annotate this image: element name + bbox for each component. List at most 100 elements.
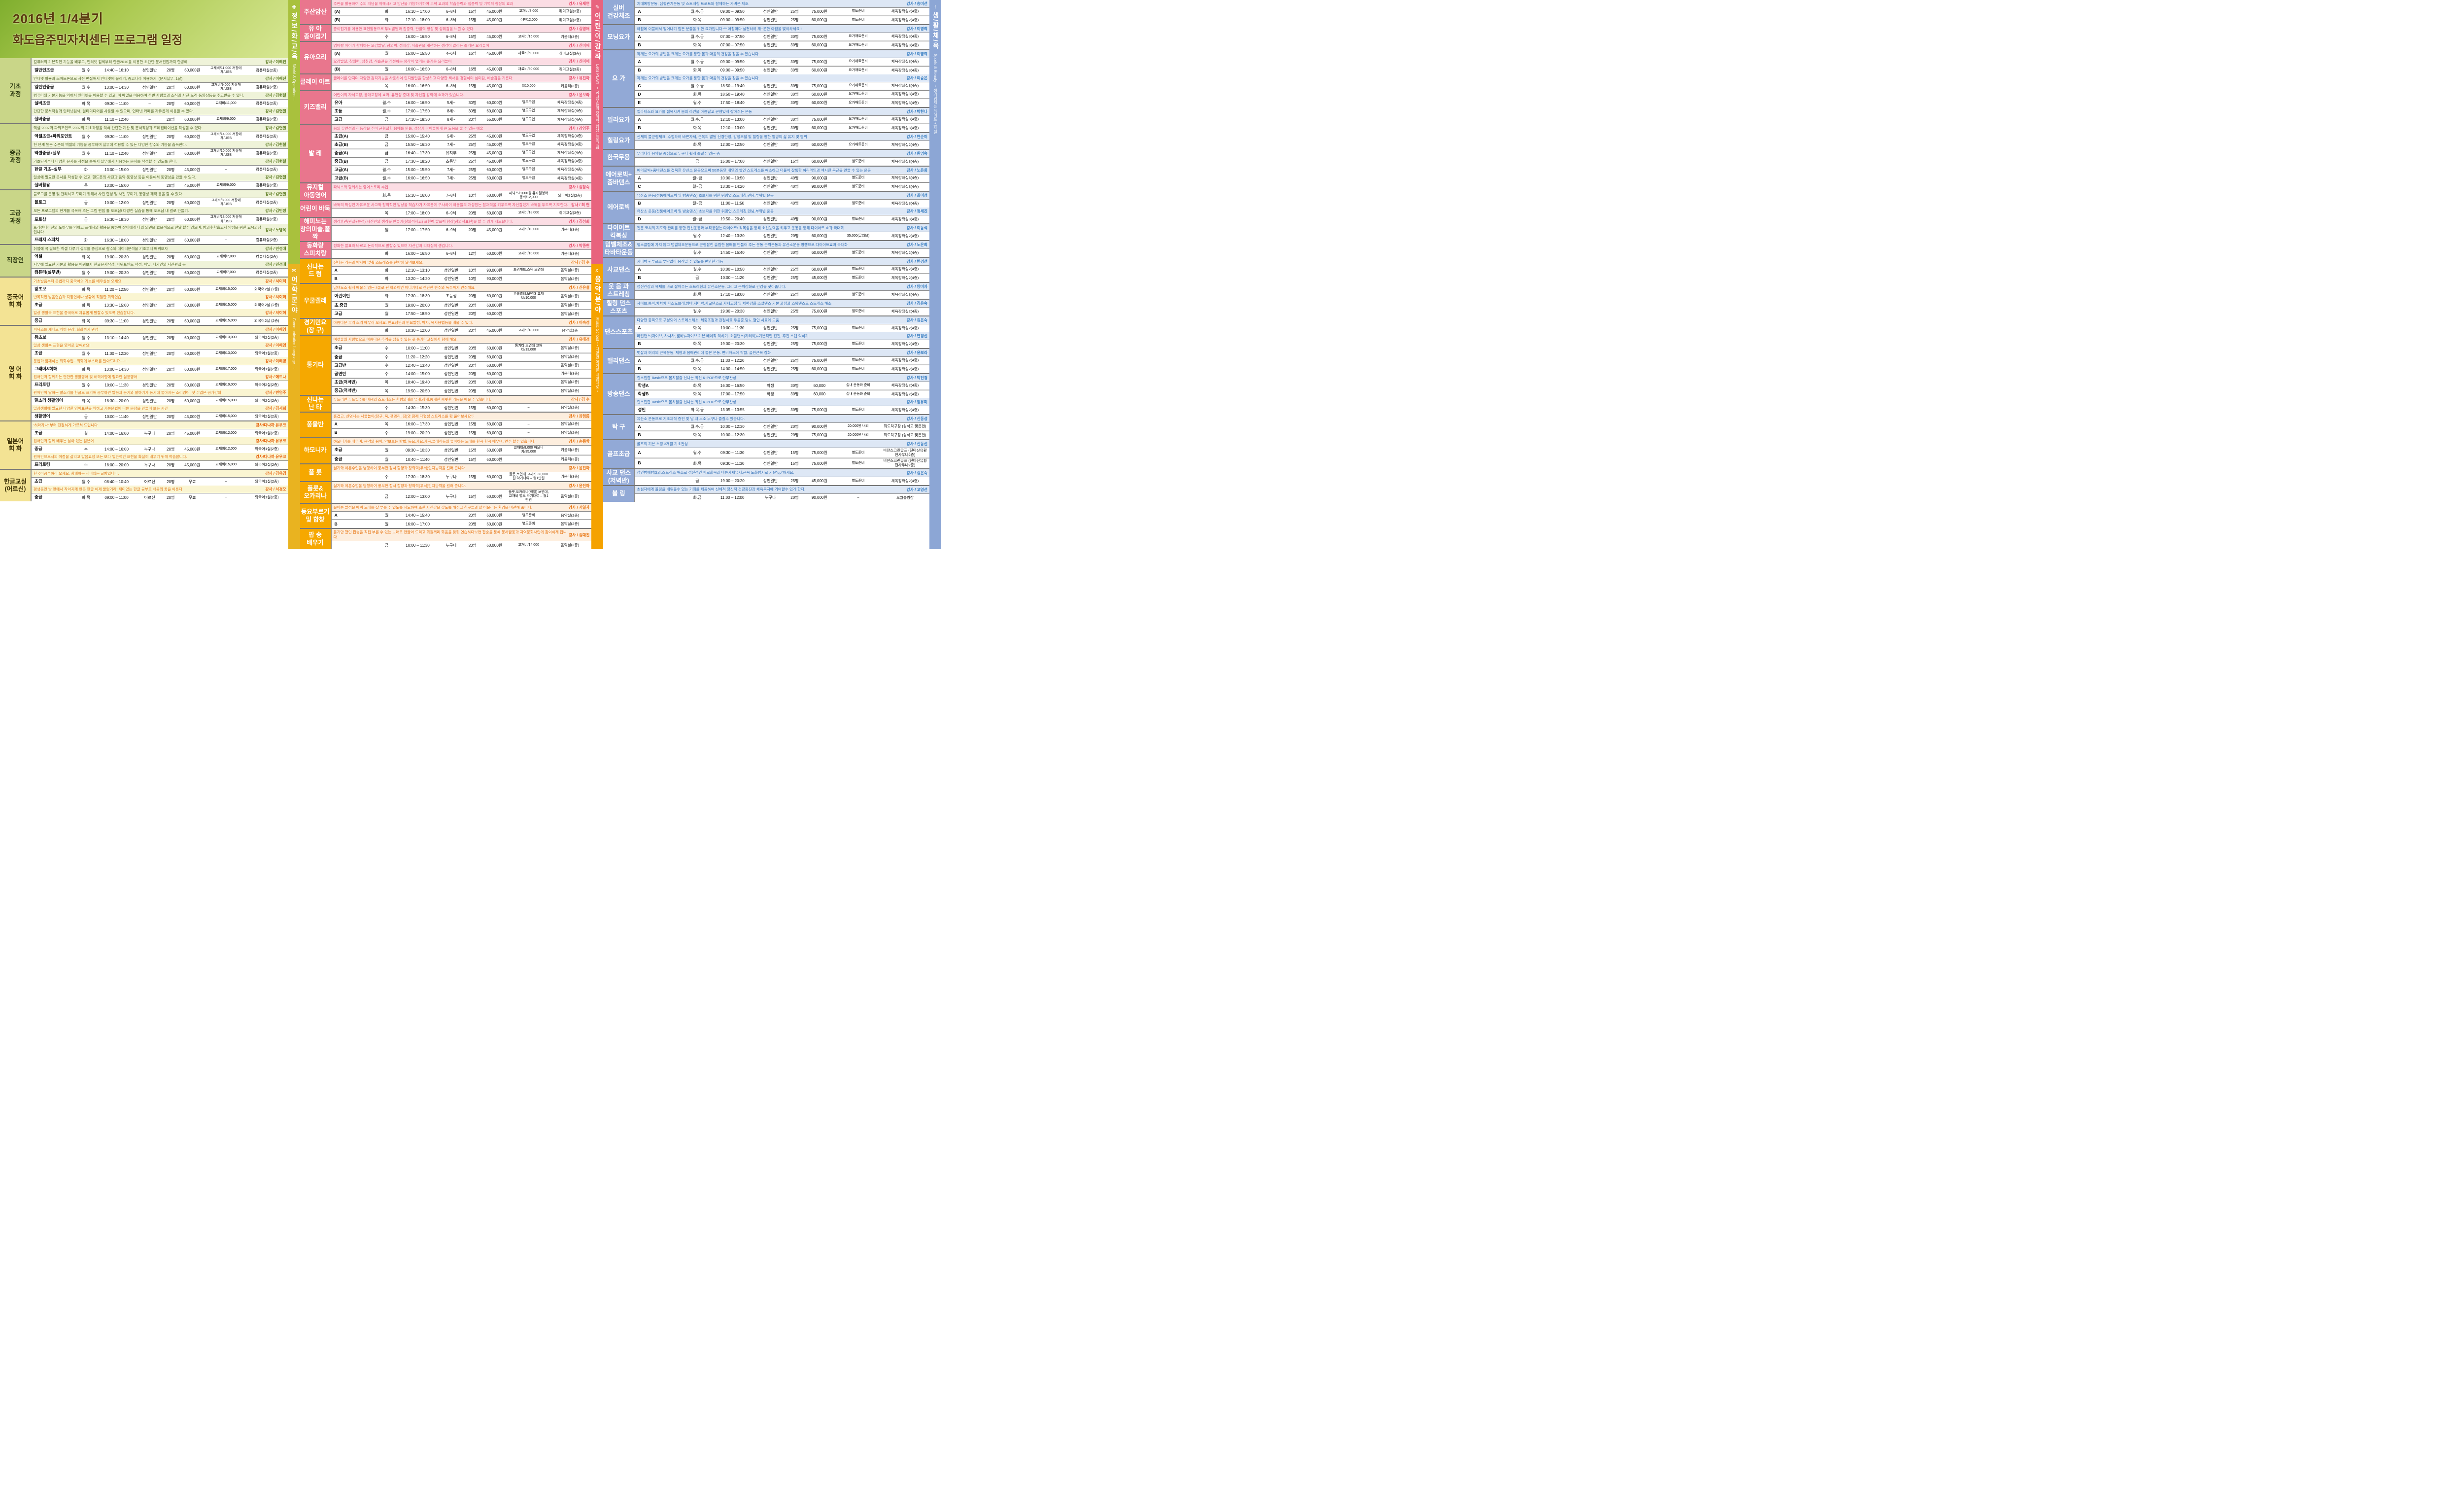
schedule-row: 초급(A) 금 15:00 – 15:40 5세~ 25명 45,000원 별도구입 체육강좌… <box>331 132 592 140</box>
cell-program-name: 엑셀중급+실무 <box>34 150 61 156</box>
cell-day: 화 <box>384 277 389 281</box>
cell-time: 15:50 – 16:30 <box>406 142 430 147</box>
program-description: 반복적인 발음연습과 각장면이나 상황에 적절한 회화연습 <box>34 294 122 299</box>
instructor-name: 강사 / 셔이허 <box>265 279 286 284</box>
cell-program-name: D <box>638 91 641 97</box>
program-description: 우리나라 음악을 중심으로 누구나 쉽게 즐길수 있는 춤 <box>637 151 720 156</box>
cell-day: 월.수 <box>382 100 391 105</box>
program-description: 흥겹고, 신명나는 사물놀이(장구, 북, 꽹과리, 징)와 함께 다혈성 스트… <box>333 414 475 419</box>
program-description: 걸스힙합 Basic으로 몸치탈출 신나는 최신 K-POP으로 안무완성 <box>637 399 736 404</box>
cell-material-note: 교재비/15,000 <box>215 415 237 419</box>
cell-program-name: 중급(A) <box>334 150 348 155</box>
cell-target: 성인일반 <box>444 312 459 316</box>
cell-capacity: 20명 <box>790 495 799 500</box>
program-group: 골프의 기본 스윙 3개월 기초완성 강사 / 신동선 A 월.수 09:30 – 11… <box>635 440 929 468</box>
cell-fee: 75,000원 <box>811 83 827 88</box>
cell-capacity: 20명 <box>167 238 175 243</box>
section-strip-music: ♬ 음/악/분/야 Music School ⋯ 다양한 악기를 내맘대로 ~ <box>591 264 604 550</box>
category-label: 유아요리 <box>300 42 332 73</box>
cell-material-note: 별도구입 <box>522 134 535 138</box>
category-고급과정: 고급 과정 블로그를 운영 및 관리하고 꾸미기 위해서 사진 합성 및 사진 꾸… <box>0 189 288 245</box>
program-schedule-poster: 2016년 1/4분기 화도읍주민자치센터 프로그램 일정 기초 과정 컴퓨터의 … <box>0 0 941 550</box>
cell-day: 화.목 <box>82 367 90 372</box>
category-rows: 실기와 이론수업을 병행하여 풍부한 정서 함양과 창의력(우뇌)인지능력을 길… <box>331 482 592 503</box>
cell-capacity: 20명 <box>468 328 477 333</box>
cell-program-name: A <box>638 8 641 14</box>
cell-target: 누구나 <box>765 495 776 500</box>
cell-day: 화 <box>384 268 389 273</box>
cell-room: 체육강좌실2(4층) <box>891 267 919 272</box>
cell-target: 성인일반 <box>444 388 459 393</box>
cell-room: 외국어2실(2층) <box>255 414 279 419</box>
schedule-row: 고급 금 17:10 – 18:30 8세~ 20명 55,000원 별도구입 체육강좌실(4… <box>331 115 592 124</box>
program-group: 걸스힙합 Basic으로 몸치탈출 신나는 최신 K-POP으로 안무완성 강사 … <box>635 374 929 398</box>
cell-time: 16:00 – 16:50 <box>720 383 745 388</box>
cell-target: 성인일반 <box>763 342 778 347</box>
category-필라요가: 필라요가 필라테스와 요가를 접목시켜 몸의 라인을 아름답고 균형있게 잡아주는… <box>603 107 929 132</box>
cell-capacity: 20명 <box>790 433 799 438</box>
cell-material-note: 별도구입 <box>522 142 535 146</box>
program-description: 자이브,룸바,차차차,파소도브레,쌈바,지터박,사교댄스로 자세교정 및 체력강… <box>637 301 832 306</box>
description-row: 바둑의 특성인 자유로운 사고와 창의적인 발상을 학습자가 자유롭게 구사하여… <box>331 201 592 209</box>
cell-program-name: 초등 <box>334 108 342 113</box>
schedule-row: 수 17:30 – 18:30 누구나 15명 60,000원 플룻,보면대 교재비 30… <box>331 472 592 482</box>
instructor-name: 강사 / 윤보라 <box>568 93 590 97</box>
cell-capacity: 20명 <box>167 398 175 403</box>
cell-day: 월.수.금 <box>690 83 704 88</box>
program-description: 바둑의 특성인 자유로운 사고와 창의적인 발상을 학습자가 자유롭게 구사하여… <box>333 202 568 207</box>
schedule-row: 고급 월 17:50 – 18:50 성인일반 20명 60,000원 음악실(2층) <box>331 310 592 318</box>
cell-room: 외국어2실(2층) <box>255 382 279 387</box>
cell-target: 누구나 <box>144 431 155 436</box>
category-에어로빅: 에어로빅 유산소 운동(전통에어로빅 및 방송댄스) 초보자를 위한 워밍업,스트… <box>603 191 929 223</box>
cell-day: 수 <box>384 405 389 410</box>
cell-time: 12:40 – 13:40 <box>406 363 430 368</box>
schedule-row: 한글 기초~실무 화 13:00 – 15:00 성인일반 20명 45,000원 – 컴퓨터… <box>32 165 288 174</box>
section-strip-language: ✉ 어/학/분/야 Communication Language ⋯ <box>288 264 300 550</box>
program-group: 문법과 함께하는 회화수업~ 회화에 부스터를 달아드려요~~!! 강사 / 이혜… <box>32 357 288 374</box>
instructor-name: 강사 / 김현철 <box>265 93 286 98</box>
cell-target: 성인일반 <box>142 238 157 243</box>
cell-day: 월.수 <box>382 167 391 172</box>
cell-target: 성인일반 <box>763 276 778 280</box>
description-row: 블로그를 운영 및 관리하고 꾸미기 위해서 사진 합성 및 사진 꾸미기, 동… <box>32 190 288 198</box>
cell-program-name: 말소리 생활영어 <box>34 398 63 403</box>
instructor-name: 강사 / 김현철 <box>265 126 286 131</box>
cell-day: 화 <box>384 9 389 14</box>
cell-room: 체육강좌실3(4층) <box>891 42 919 47</box>
cell-material-note: 주판/12,000 <box>519 18 538 22</box>
category-label: 웃 음 과 스트레칭 <box>603 283 635 299</box>
cell-time: 14:40 – 15:40 <box>406 513 430 518</box>
cell-time: 14:00 – 16:00 <box>104 431 129 436</box>
cell-time: 13:10 – 14:40 <box>104 335 129 340</box>
category-rows: 올바른 발성을 배워 노래를 잘 부를 수 있도록 지도하며 또한 자신감을 갖… <box>331 504 592 528</box>
cell-room: 음악실(2층) <box>560 405 580 410</box>
program-description: 유산소 운동(전통에어로빅 및 방송댄스) 초보자를 위한 워밍업,스트레칭,런… <box>637 193 774 198</box>
cell-day: 화.목 <box>693 433 702 438</box>
cell-day: 목 <box>384 210 389 215</box>
program-group: 유산소 운동으로 기초체력 증진 및 남.녀 노소 누구나 즐길수 있습니다. 강… <box>635 415 929 439</box>
schedule-row: 초급(저녁반) 목 18:40 – 19:40 성인일반 20명 60,000원 음악실(2… <box>331 378 592 387</box>
cell-material-note: 교재비/14,000 저장매체/USB <box>210 133 242 140</box>
cell-fee: 60,000원 <box>184 238 201 243</box>
cell-time: 09:00 – 09:50 <box>720 9 745 14</box>
cell-program-name: 생활영어 <box>34 414 50 419</box>
description-row: 자이브,룸바,차차차,파소도브레,쌈바,지터박,사교댄스로 자세교정 및 체력강… <box>635 300 929 307</box>
cell-fee: 60,000원 <box>811 18 827 23</box>
cell-fee: 75,000원 <box>811 342 827 347</box>
category-label: 동화랑 스피치랑 <box>300 242 332 258</box>
cell-program-name: B <box>638 42 641 48</box>
description-row: 생각훈련(관찰+분석) 자신만의 생각을 만들기(창의적사고) 표현력,발표력 … <box>331 218 592 226</box>
category-label: 하모니카 <box>300 438 332 464</box>
cell-fee: 60,000원 <box>184 217 201 222</box>
cell-time: 14:50 – 15:40 <box>720 250 745 255</box>
cell-capacity: 15명 <box>468 494 477 499</box>
cell-time: 12:10 – 13:10 <box>406 268 430 273</box>
description-row: 원어민으로서의 이점을 살리고 발음교정 또는 보다 일반적인 표현을 확실히 … <box>32 453 288 461</box>
program-description: 다양한 종목으로 구성되어 스트레스해소. 체중조절과 관절치료 우울증.당뇨.… <box>637 317 780 322</box>
cell-fee: 45,000원 <box>486 328 503 333</box>
category-영어회화: 영 어 회 화 파닉스를 제대로 익혀 문장, 회화까지 완성 강사 / 이혜영 왕초… <box>0 325 288 421</box>
category-직장인: 직장인 취업에 꼭 필요한 엑셀 다루기 실무를 중심으로 함수와 데이터분석을 … <box>0 244 288 277</box>
category-유아요리: 유아요리 엄마랑 아이가 함께하는 오감발달, 창의력, 성취감, 식습관을 개선… <box>300 41 592 73</box>
schedule-row: 학생A 화.목 16:00 – 16:50 학생 30명 60,000 실내 운동화 준비 체… <box>635 382 929 390</box>
program-group: 파닉스와 함께하는 영어스토리 수업 강사 / 김창숙 화.목 15:10 – 16:… <box>331 183 592 201</box>
